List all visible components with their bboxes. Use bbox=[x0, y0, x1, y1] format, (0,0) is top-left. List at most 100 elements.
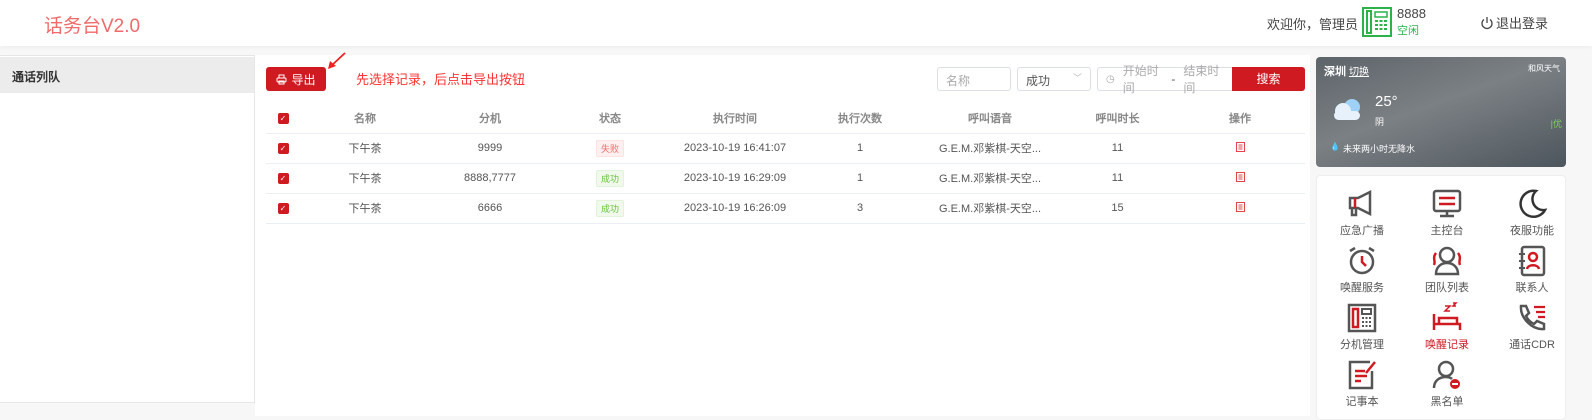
moon-icon bbox=[1519, 189, 1548, 219]
cell-count: 3 bbox=[800, 193, 920, 224]
tool-label: 唤醒服务 bbox=[1340, 282, 1384, 294]
tool-label: 联系人 bbox=[1515, 282, 1549, 294]
export-hint: 先选择记录，后点击导出按钮 bbox=[356, 72, 526, 87]
end-time-input[interactable]: 结束时间 bbox=[1183, 64, 1220, 95]
col-status: 状态 bbox=[550, 104, 670, 134]
col-duration: 呼叫时长 bbox=[1060, 104, 1175, 134]
desk-phone-icon bbox=[1347, 303, 1377, 333]
range-separator: - bbox=[1171, 72, 1176, 86]
status-badge: 成功 bbox=[595, 169, 624, 187]
raindrop-icon: 💧 bbox=[1330, 142, 1340, 151]
start-time-input[interactable]: 开始时间 bbox=[1122, 64, 1159, 95]
search-button[interactable]: 搜索 bbox=[1232, 67, 1305, 91]
table-row: ✓ 下午茶 8888,7777 成功 2023-10-19 16:29:09 1… bbox=[266, 163, 1305, 194]
row-checkbox[interactable]: ✓ bbox=[277, 143, 289, 154]
status-select-value: 成功 bbox=[1026, 74, 1051, 88]
select-all-checkbox[interactable]: ✓ bbox=[277, 113, 289, 125]
weather-temp: 25° bbox=[1375, 93, 1398, 110]
notepad-icon bbox=[1348, 360, 1376, 390]
weather-aqi-value: 优 bbox=[1552, 119, 1562, 129]
table-header-row: ✓ 名称 分机 状态 执行时间 执行次数 呼叫语音 呼叫时长 操作 bbox=[266, 104, 1305, 134]
welcome-text: 欢迎你，管理员 bbox=[1267, 17, 1359, 32]
tool-moon[interactable]: 夜服功能 bbox=[1489, 188, 1575, 238]
weather-switch-link[interactable]: 切换 bbox=[1349, 67, 1369, 78]
tool-console[interactable]: 主控台 bbox=[1404, 188, 1490, 238]
chevron-down-icon: ﹀ bbox=[1072, 73, 1082, 83]
weather-condition: 阴 bbox=[1375, 117, 1385, 127]
alarm-clock-icon bbox=[1349, 246, 1375, 275]
table-row: ✓ 下午茶 9999 失败 2023-10-19 16:41:07 1 G.E.… bbox=[266, 133, 1305, 164]
printer-icon bbox=[276, 74, 287, 84]
export-label: 导出 bbox=[291, 72, 316, 87]
tool-blacklist-user[interactable]: 黑名单 bbox=[1404, 359, 1490, 409]
cell-time: 2023-10-19 16:41:07 bbox=[670, 133, 800, 164]
extension-number: 8888 bbox=[1397, 6, 1426, 21]
tool-alarm-clock[interactable]: 唤醒服务 bbox=[1319, 245, 1405, 295]
cell-name: 下午茶 bbox=[300, 133, 430, 164]
logout-button[interactable]: 退出登录 bbox=[1480, 13, 1548, 32]
team-icon bbox=[1432, 246, 1462, 276]
call-log-icon bbox=[1519, 304, 1546, 331]
sidebar-item-call-queue[interactable]: 通话列队 bbox=[0, 57, 254, 93]
cell-voice: G.E.M.邓紫棋-天空... bbox=[920, 133, 1060, 164]
row-checkbox[interactable]: ✓ bbox=[277, 173, 289, 184]
tool-label: 应急广播 bbox=[1340, 225, 1384, 237]
name-input[interactable]: 名称 bbox=[937, 67, 1011, 91]
tool-label: 唤醒记录 bbox=[1425, 339, 1469, 351]
cell-count: 1 bbox=[800, 133, 920, 164]
weather-city: 深圳 bbox=[1324, 66, 1346, 78]
cell-voice: G.E.M.邓紫棋-天空... bbox=[920, 163, 1060, 194]
status-select[interactable]: 成功 ﹀ bbox=[1017, 67, 1091, 91]
top-header: 话务台V2.0 欢迎你，管理员 8888 空闲 退出登录 bbox=[0, 0, 1592, 46]
cell-voice: G.E.M.邓紫棋-天空... bbox=[920, 193, 1060, 224]
cell-duration: 15 bbox=[1060, 193, 1175, 224]
desk-phone-icon bbox=[1362, 7, 1392, 37]
tool-label: 通话CDR bbox=[1509, 339, 1555, 351]
tool-desk-phone[interactable]: 分机管理 bbox=[1319, 302, 1405, 352]
tool-call-log[interactable]: 通话CDR bbox=[1489, 302, 1575, 352]
records-table: ✓ 名称 分机 状态 执行时间 执行次数 呼叫语音 呼叫时长 操作 ✓ 下午茶 … bbox=[266, 104, 1305, 224]
arrow-annotation-icon bbox=[328, 52, 346, 69]
col-count: 执行次数 bbox=[800, 104, 920, 134]
cell-time: 2023-10-19 16:26:09 bbox=[670, 193, 800, 224]
extension-status: 空闲 bbox=[1397, 25, 1419, 37]
blacklist-user-icon bbox=[1432, 360, 1460, 389]
detail-icon[interactable] bbox=[1235, 171, 1245, 182]
weather-widget: 深圳 切换 和风天气 25° 阴 |优 💧 未来两小时无降水 bbox=[1316, 57, 1566, 167]
cloudy-icon bbox=[1334, 99, 1360, 120]
contacts-icon bbox=[1519, 245, 1546, 277]
detail-icon[interactable] bbox=[1235, 141, 1245, 152]
weather-provider: 和风天气 bbox=[1528, 64, 1560, 73]
cell-count: 1 bbox=[800, 163, 920, 194]
tools-panel: 应急广播 主控台 夜服功能唤醒服务 团队列表 联系人分机管理 唤醒记录 通话CDR 记事本 黑名… bbox=[1316, 175, 1566, 420]
cell-name: 下午茶 bbox=[300, 163, 430, 194]
tool-megaphone[interactable]: 应急广播 bbox=[1319, 188, 1405, 238]
clock-icon: ◷ bbox=[1106, 73, 1115, 85]
tool-label: 主控台 bbox=[1430, 225, 1464, 237]
cell-ext: 6666 bbox=[430, 193, 550, 224]
weather-forecast: 未来两小时无降水 bbox=[1343, 144, 1416, 154]
sleep-bed-icon bbox=[1432, 302, 1462, 330]
tool-notepad[interactable]: 记事本 bbox=[1319, 359, 1405, 409]
tool-label: 黑名单 bbox=[1430, 396, 1464, 408]
tool-label: 夜服功能 bbox=[1510, 225, 1554, 237]
row-checkbox[interactable]: ✓ bbox=[277, 203, 289, 214]
detail-icon[interactable] bbox=[1235, 201, 1245, 212]
tool-sleep-bed[interactable]: 唤醒记录 bbox=[1404, 302, 1490, 352]
col-name: 名称 bbox=[300, 104, 430, 134]
cell-duration: 11 bbox=[1060, 163, 1175, 194]
cell-time: 2023-10-19 16:29:09 bbox=[670, 163, 800, 194]
tool-contacts[interactable]: 联系人 bbox=[1489, 245, 1575, 295]
cell-ext: 9999 bbox=[430, 133, 550, 164]
tool-team[interactable]: 团队列表 bbox=[1404, 245, 1490, 295]
console-icon bbox=[1432, 189, 1462, 218]
date-range-picker[interactable]: ◷ 开始时间 - 结束时间 bbox=[1097, 64, 1233, 95]
col-voice: 呼叫语音 bbox=[920, 104, 1060, 134]
sidebar: 通话列队 bbox=[0, 55, 255, 403]
col-actions: 操作 bbox=[1175, 104, 1305, 134]
export-button[interactable]: 导出 bbox=[266, 67, 326, 91]
status-badge: 失败 bbox=[595, 139, 624, 157]
main-panel: 导出 先选择记录，后点击导出按钮 名称 成功 ﹀ ◷ 开始时间 - 结束时间 搜索 ✓ … bbox=[255, 52, 1310, 416]
cell-duration: 11 bbox=[1060, 133, 1175, 164]
app-title: 话务台V2.0 bbox=[44, 16, 141, 37]
